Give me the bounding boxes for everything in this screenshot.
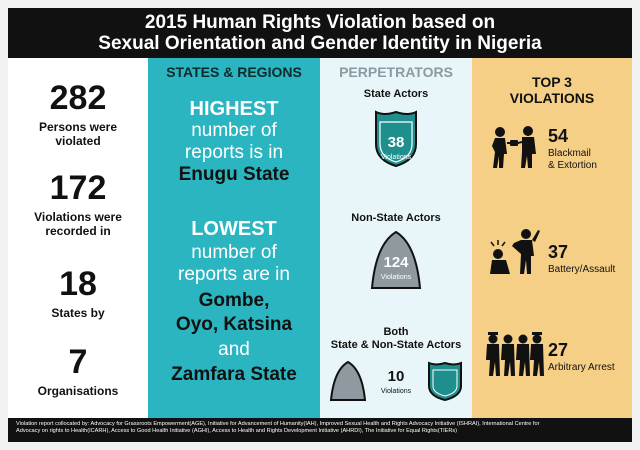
violations-recorded-number: 172: [49, 169, 107, 207]
non-state-mini-shield-icon: [329, 360, 367, 401]
footer-line-1: Violation report collocated by: Advocacy…: [16, 421, 540, 427]
persons-violated-number: 282: [49, 79, 107, 117]
assault-icon: [490, 229, 540, 274]
top-violations-column: TOP 3 VIOLATIONS 54 Blackmail & Extortio…: [472, 58, 632, 418]
both-actors-unit: Violations: [380, 388, 412, 395]
lowest-state-3: Zamfara State: [171, 364, 297, 385]
both-actors-value: 10: [387, 368, 405, 385]
state-mini-shield-icon: [428, 361, 462, 402]
non-state-actors-label: Non-State Actors: [351, 212, 441, 224]
organisations-number: 7: [68, 343, 88, 381]
states-heading: STATES & REGIONS: [166, 64, 302, 80]
violations-recorded-label-2: recorded in: [45, 224, 111, 238]
state-actors-shield-icon: [375, 110, 417, 168]
title-line-1: 2015 Human Rights Violation based on: [144, 12, 496, 33]
non-state-actors-value: 124: [383, 254, 409, 271]
blackmail-label-2: & Extortion: [548, 160, 597, 171]
stats-column: 282 Persons were violated 172 Violations…: [8, 58, 148, 418]
state-actors-value: 38: [387, 134, 405, 151]
state-actors-unit: Violations: [380, 154, 412, 161]
highest-line-2: reports is in: [184, 142, 284, 163]
persons-violated-label-2: violated: [55, 134, 101, 148]
top-violations-heading-2: VIOLATIONS: [509, 90, 595, 106]
perpetrators-column: PERPETRATORS State Actors 38 Violations …: [320, 58, 472, 418]
lowest-word: LOWEST: [191, 218, 277, 240]
lowest-line-1: number of: [191, 242, 277, 263]
assault-value: 37: [548, 242, 569, 262]
and-word: and: [218, 339, 250, 360]
lowest-state-2: Oyo, Katsina: [175, 314, 293, 335]
persons-violated-label-1: Persons were: [38, 120, 118, 134]
top-violations-heading-1: TOP 3: [532, 74, 572, 90]
lowest-line-2: reports are in: [178, 264, 290, 285]
both-actors-label-2: State & Non-State Actors: [330, 339, 462, 351]
highest-state: Enugu State: [178, 164, 290, 185]
state-actors-label: State Actors: [363, 88, 429, 100]
blackmail-icon: [492, 126, 536, 168]
footer-line-2: Advocacy on rights to Health(ICARH), Acc…: [16, 428, 458, 434]
perpetrators-heading: PERPETRATORS: [339, 64, 453, 80]
non-state-actors-unit: Violations: [380, 274, 412, 281]
title-line-2: Sexual Orientation and Gender Identity i…: [98, 33, 542, 54]
states-label: States by: [51, 306, 105, 320]
violations-recorded-label-1: Violations were: [34, 210, 122, 224]
states-number: 18: [59, 265, 97, 303]
highest-word: HIGHEST: [189, 98, 279, 120]
header: 2015 Human Rights Violation based on Sex…: [8, 8, 632, 58]
states-column: STATES & REGIONS HIGHEST number of repor…: [148, 58, 320, 418]
assault-label: Battery/Assault: [548, 264, 616, 275]
arrest-value: 27: [548, 340, 569, 360]
infographic: 2015 Human Rights Violation based on Sex…: [8, 8, 632, 442]
organisations-label: Organisations: [37, 384, 119, 398]
non-state-actors-shield-icon: [370, 230, 422, 289]
blackmail-label-1: Blackmail: [548, 148, 591, 159]
arrest-label: Arbitrary Arrest: [548, 362, 615, 373]
footer-credits: Violation report collocated by: Advocacy…: [8, 418, 632, 442]
arrest-icon: [486, 332, 544, 376]
lowest-state-1: Gombe,: [198, 290, 270, 311]
blackmail-value: 54: [548, 126, 569, 146]
both-actors-label-1: Both: [383, 326, 409, 338]
highest-line-1: number of: [191, 120, 277, 141]
